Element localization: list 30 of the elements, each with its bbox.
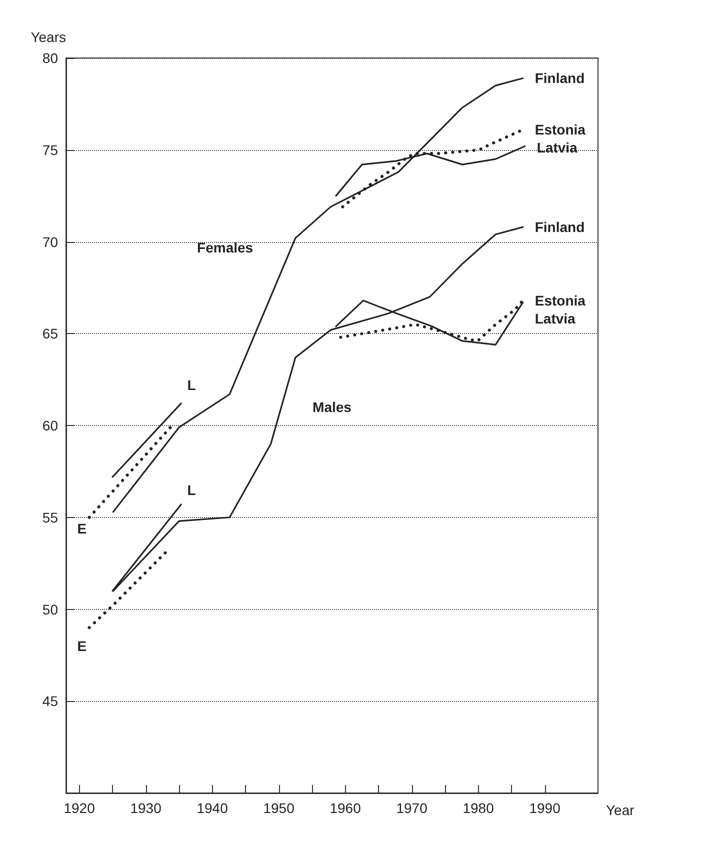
annotation: E bbox=[77, 520, 87, 536]
x-tick-label: 1940 bbox=[196, 800, 228, 816]
y-axis-title: Years bbox=[30, 29, 66, 45]
x-tick-label: 1960 bbox=[330, 800, 362, 816]
annotation: Females bbox=[197, 240, 254, 256]
x-tick-label: 1970 bbox=[396, 800, 428, 816]
annotation: E bbox=[77, 638, 87, 654]
x-tick-label: 1950 bbox=[263, 800, 295, 816]
x-tick-label: 1930 bbox=[130, 800, 162, 816]
y-tick-label: 70 bbox=[42, 234, 58, 250]
y-tick-label: 50 bbox=[42, 601, 58, 618]
x-tick-label: 1920 bbox=[64, 800, 96, 816]
y-tick-label: 80 bbox=[42, 50, 58, 66]
x-tick-label: 1990 bbox=[529, 800, 561, 816]
annotation: L bbox=[187, 377, 196, 394]
series-label: Finland bbox=[534, 70, 585, 86]
x-axis-title: Year bbox=[606, 802, 635, 818]
y-tick-label: 75 bbox=[42, 142, 58, 158]
y-tick-label: 65 bbox=[42, 326, 58, 342]
series-label: Estonia bbox=[534, 122, 586, 138]
y-tick-label: 55 bbox=[42, 509, 58, 526]
series-label: Finland bbox=[534, 219, 585, 236]
annotation: Males bbox=[312, 399, 352, 416]
series-label: Latvia bbox=[534, 310, 576, 327]
series-label: Latvia bbox=[536, 140, 578, 156]
annotation: L bbox=[187, 482, 196, 498]
y-tick-label: 60 bbox=[42, 418, 58, 434]
y-tick-label: 45 bbox=[42, 693, 58, 710]
x-tick-label: 1980 bbox=[462, 800, 494, 816]
series-label: Estonia bbox=[534, 292, 586, 309]
